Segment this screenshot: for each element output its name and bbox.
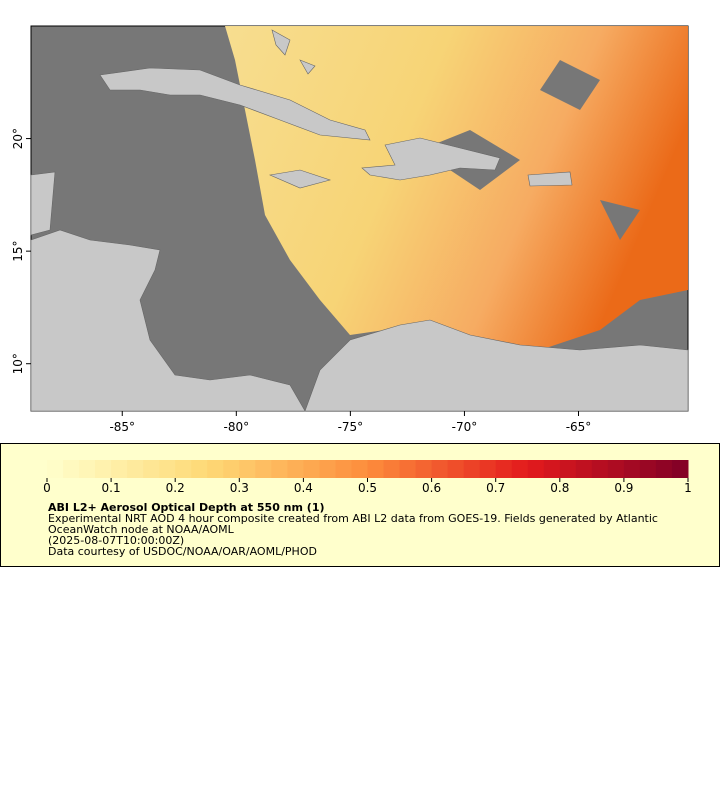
x-tick-label: -85° [109, 420, 135, 434]
legend-line: Experimental NRT AOD 4 hour composite cr… [48, 512, 658, 525]
colorbar-step [319, 460, 336, 478]
legend-line: (2025-08-07T10:00:00Z) [48, 534, 184, 547]
y-tick-label: 15° [11, 241, 25, 262]
colorbar-step [271, 460, 288, 478]
colorbar-step [591, 460, 609, 478]
colorbar-step [367, 460, 385, 478]
land [30, 29, 689, 412]
colorbar-step [63, 460, 80, 478]
colorbar-step [143, 460, 160, 478]
colorbar-step [447, 460, 465, 478]
y-tick-label: 20° [11, 128, 25, 149]
colorbar-step [543, 460, 561, 478]
colorbar-tick-label: 0.5 [358, 481, 377, 495]
colorbar-step [127, 460, 144, 478]
x-tick-label: -70° [452, 420, 478, 434]
colorbar-step [287, 460, 304, 478]
colorbar-step [95, 460, 112, 478]
colorbar-step [175, 460, 192, 478]
colorbar-step [159, 460, 176, 478]
colorbar-step [415, 460, 433, 478]
colorbar-step [47, 460, 64, 478]
colorbar-step [191, 460, 208, 478]
colorbar-step [351, 460, 368, 478]
legend-line: Data courtesy of USDOC/NOAA/OAR/AOML/PHO… [48, 545, 317, 558]
colorbar-step [639, 460, 657, 478]
colorbar-step [223, 460, 240, 478]
colorbar-step [303, 460, 320, 478]
colorbar-step [671, 460, 689, 478]
colorbar-tick-label: 0 [43, 481, 51, 495]
colorbar-tick-label: 0.4 [294, 481, 313, 495]
colorbar-step [463, 460, 481, 478]
colorbar-tick-label: 0.9 [614, 481, 633, 495]
colorbar-step [239, 460, 256, 478]
colorbar-step [655, 460, 673, 478]
colorbar-tick-label: 0.1 [102, 481, 121, 495]
x-tick-label: -75° [338, 420, 364, 434]
colorbar-tick-label: 0.3 [230, 481, 249, 495]
colorbar-step [575, 460, 593, 478]
colorbar-tick-label: 0.2 [166, 481, 185, 495]
colorbar-tick-label: 0.7 [486, 481, 505, 495]
colorbar-step [383, 460, 401, 478]
colorbar-step [607, 460, 625, 478]
y-tick-label: 10° [11, 353, 25, 374]
aerosol-field [225, 26, 688, 350]
colorbar-tick-label: 0.6 [422, 481, 441, 495]
colorbar-step [335, 460, 352, 478]
legend-line: OceanWatch node at NOAA/AOML [48, 523, 235, 536]
colorbar-step [111, 460, 128, 478]
colorbar-step [527, 460, 545, 478]
colorbar-step [431, 460, 449, 478]
colorbar-tick-label: 0.8 [550, 481, 569, 495]
colorbar-step [511, 460, 529, 478]
colorbar-step [495, 460, 513, 478]
legend-title: ABI L2+ Aerosol Optical Depth at 550 nm … [48, 501, 325, 514]
x-tick-label: -65° [566, 420, 592, 434]
colorbar-step [479, 460, 497, 478]
colorbar-tick-label: 1 [684, 481, 692, 495]
colorbar-step [623, 460, 641, 478]
colorbar-step [79, 460, 96, 478]
colorbar-step [399, 460, 417, 478]
x-tick-label: -80° [224, 420, 250, 434]
colorbar-step [559, 460, 577, 478]
colorbar-step [255, 460, 272, 478]
colorbar-step [207, 460, 224, 478]
